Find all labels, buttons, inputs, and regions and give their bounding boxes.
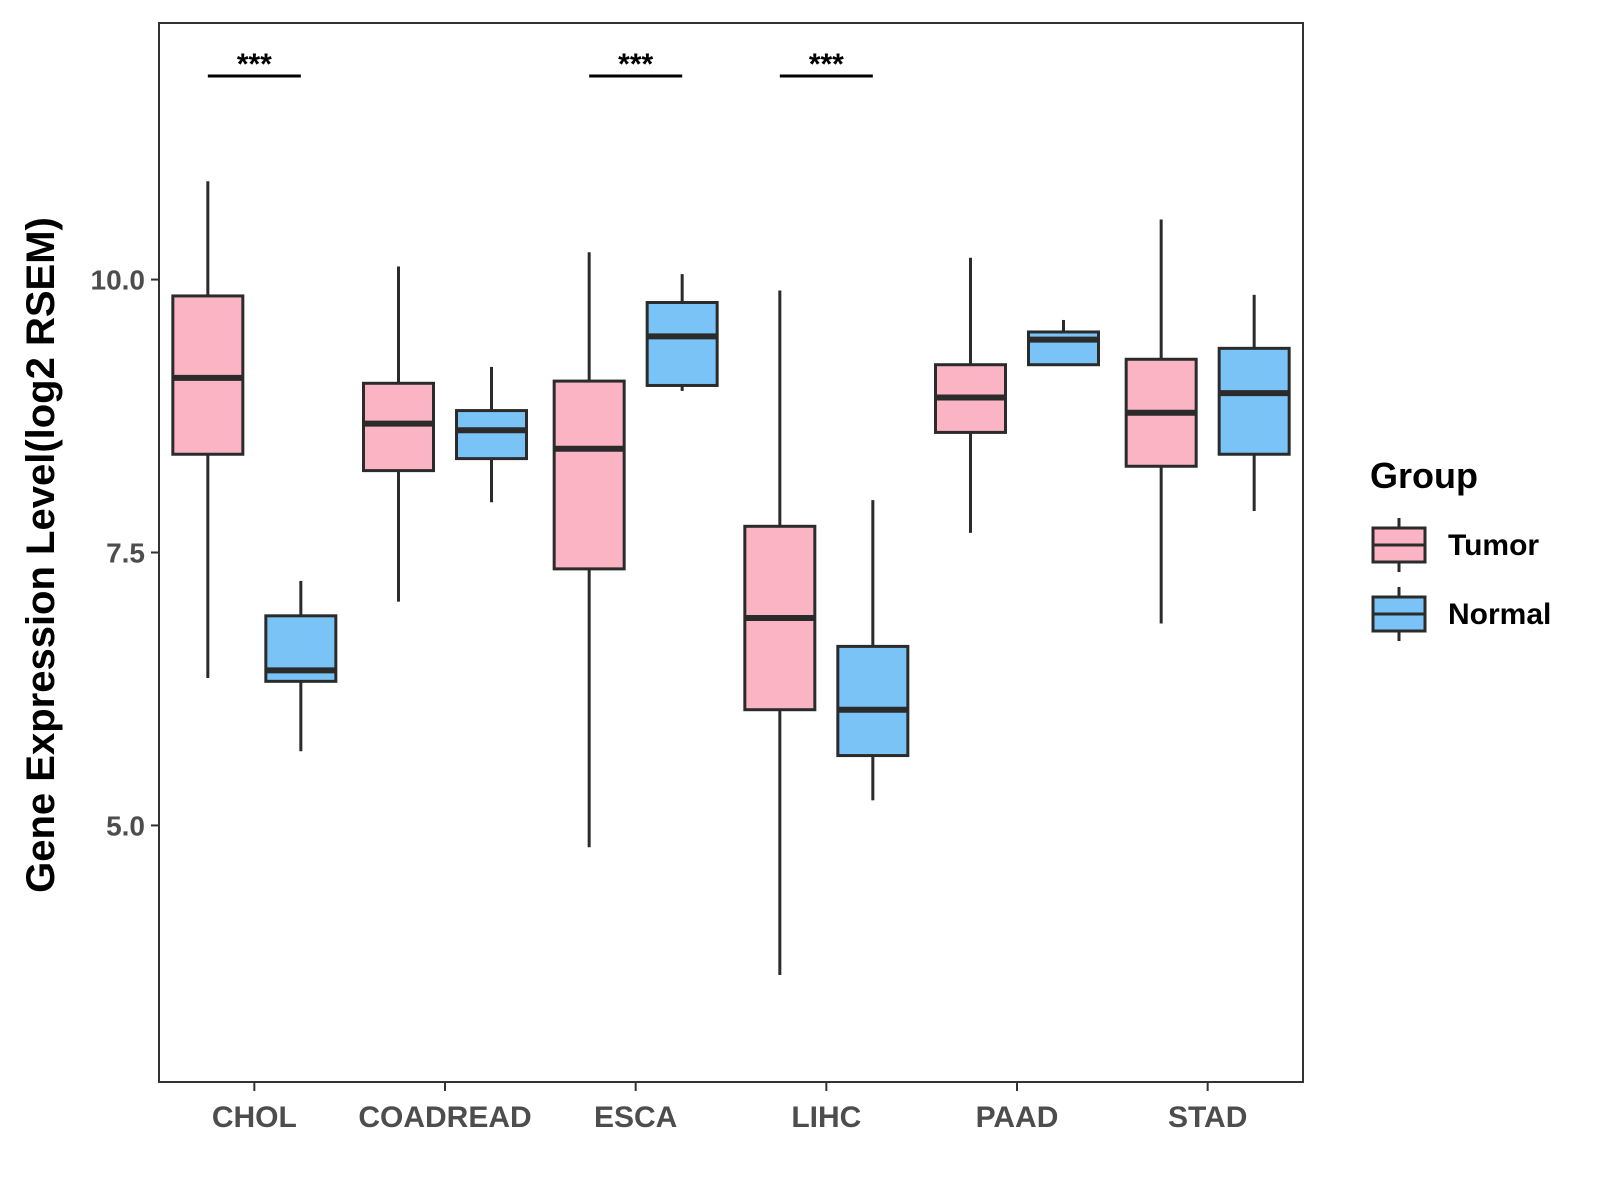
x-tick-label-paad: PAAD <box>976 1101 1059 1134</box>
box-normal-coadread <box>455 366 528 503</box>
legend-label-tumor: Tumor <box>1448 529 1539 562</box>
x-axis: CHOL COADREAD ESCA LIHC PAAD STAD <box>212 1082 1247 1134</box>
x-tick-label-stad: STAD <box>1168 1101 1247 1134</box>
y-axis: 5.0 7.5 10.0 <box>91 265 159 841</box>
box-normal-paad <box>1027 319 1100 367</box>
y-tick-label: 10.0 <box>91 265 146 296</box>
x-tick-label-lihc: LIHC <box>791 1101 861 1134</box>
box-tumor-stad <box>1124 219 1198 624</box>
sig-label-chol: *** <box>237 48 272 81</box>
legend: Group Tumor Normal <box>1370 455 1551 641</box>
box-layer <box>171 181 1291 976</box>
plot-panel <box>158 22 1304 1083</box>
x-tick-label-esca: ESCA <box>594 1101 677 1134</box>
box-tumor-lihc <box>743 290 817 976</box>
box-tumor-esca <box>552 252 626 848</box>
iqr-rect-normal-lihc <box>836 644 910 758</box>
iqr-rect-normal-coadread <box>455 409 528 461</box>
box-tumor-coadread <box>362 266 435 602</box>
sig-label-lihc: *** <box>809 48 844 81</box>
x-tick-label-coadread: COADREAD <box>358 1101 531 1134</box>
significance-layer: *** *** *** <box>207 48 873 81</box>
box-normal-chol <box>264 580 338 752</box>
iqr-rect-tumor-coadread <box>362 381 435 473</box>
legend-label-normal: Normal <box>1448 598 1551 631</box>
box-tumor-chol <box>171 181 245 679</box>
legend-title: Group <box>1370 455 1478 496</box>
iqr-rect-tumor-esca <box>552 379 626 571</box>
box-normal-esca <box>645 274 719 391</box>
x-tick-label-chol: CHOL <box>212 1101 297 1134</box>
y-axis-label: Gene Expression Level(log2 RSEM) <box>19 217 63 893</box>
iqr-rect-normal-stad <box>1217 346 1291 456</box>
legend-item-tumor: Tumor <box>1371 518 1539 572</box>
box-normal-stad <box>1217 294 1291 512</box>
box-tumor-paad <box>934 257 1007 533</box>
y-tick-label: 5.0 <box>106 810 145 841</box>
iqr-rect-normal-esca <box>645 300 719 387</box>
box-normal-lihc <box>836 500 910 801</box>
legend-item-normal: Normal <box>1371 587 1551 641</box>
y-tick-label: 7.5 <box>106 538 145 569</box>
sig-label-esca: *** <box>618 48 653 81</box>
